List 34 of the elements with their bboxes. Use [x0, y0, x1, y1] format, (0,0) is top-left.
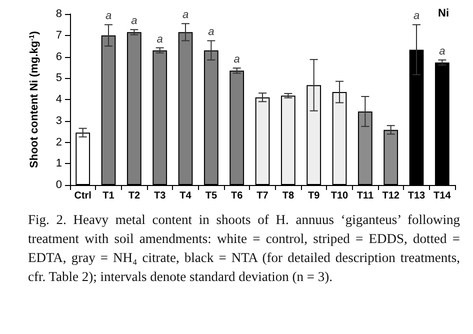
annotation: a: [439, 45, 446, 58]
x-tick-label: T8: [282, 190, 294, 202]
annotation: a: [105, 10, 112, 22]
x-tick-label: T1: [102, 190, 115, 202]
caption: Fig. 2. Heavy metal content in shoots of H. annuus ‘giganteus’ following treatment with soil amendments: white = control, striped = EDDS, dotted = EDTA, gray = NH₄ citrate, black = NTA (for detailed description treatments, cfr. Table 2); intervals denote standard deviation (n = 3).: [28, 211, 460, 286]
annotation: Ni: [438, 8, 449, 20]
annotation: a: [413, 10, 420, 22]
annotation: a: [208, 26, 214, 38]
x-tick-label: T10: [330, 190, 349, 202]
annotation: a: [182, 9, 189, 22]
annotation: a: [234, 54, 240, 66]
x-tick-label: T14: [434, 190, 452, 202]
annotation: a: [156, 33, 163, 46]
y-tick-label: 3: [56, 114, 62, 127]
y-tick-label: 5: [56, 72, 62, 84]
x-tick-label: T7: [256, 190, 269, 202]
x-tick-label: Ctrl: [74, 190, 92, 202]
y-tick-label: 4: [56, 94, 62, 106]
x-tick-label: T9: [308, 190, 320, 202]
y-tick-label: 2: [56, 136, 62, 148]
x-tick-label: T5: [205, 190, 218, 202]
x-tick-label: T6: [230, 190, 244, 202]
x-tick-label: T11: [356, 190, 374, 202]
y-tick-label: 6: [56, 50, 62, 63]
annotation: a: [131, 15, 138, 28]
y-tick-label: 8: [56, 8, 62, 20]
y-tick-label: 1: [56, 158, 62, 170]
x-tick-label: T13: [408, 190, 426, 202]
x-tick-label: T3: [154, 190, 166, 202]
x-tick-label: T4: [180, 190, 192, 202]
y-tick-label: 0: [56, 179, 62, 191]
y-tick-label: 7: [56, 29, 62, 42]
x-tick-label: T12: [382, 190, 400, 202]
x-tick-label: T2: [128, 190, 140, 202]
